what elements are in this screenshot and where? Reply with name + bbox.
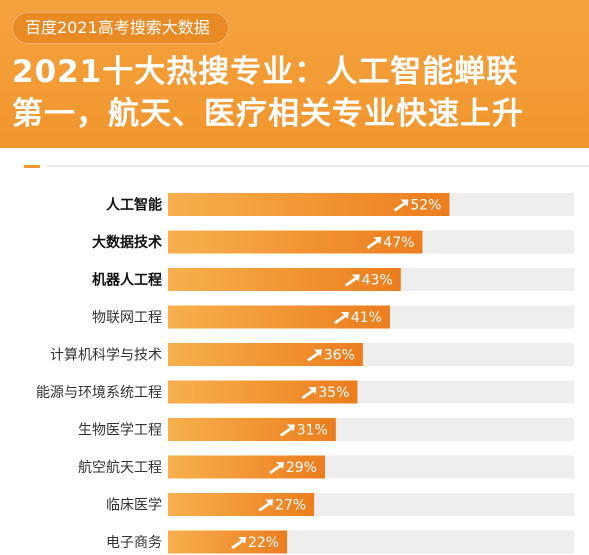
bar (168, 268, 401, 291)
separator-line (46, 165, 589, 167)
value-label: 43% (362, 273, 393, 289)
category-label: 航空航天工程 (78, 460, 162, 476)
category-label: 电子商务 (106, 535, 162, 551)
headline-line-1: 2021十大热搜专业：人工智能蝉联 (12, 54, 519, 90)
trend-up-icon (231, 537, 247, 549)
category-label: 机器人工程 (92, 272, 162, 289)
value-label: 35% (318, 385, 349, 401)
category-label: 计算机科学与技术 (50, 348, 162, 364)
value-label: 22% (248, 535, 279, 551)
bar (168, 305, 390, 329)
bar (168, 455, 325, 479)
headline-line-2: 第一，航天、医疗相关专业快速上升 (12, 96, 524, 132)
value-label: 31% (297, 423, 328, 439)
category-label: 物联网工程 (92, 310, 162, 326)
bar-chart: 人工智能 52% 大数据技术 47% 机器人工程 43% 物联网工程 41% 计算机科学与技术 3… (36, 193, 574, 554)
trend-up-icon (393, 199, 409, 212)
bar (168, 530, 288, 554)
value-label: 29% (286, 460, 317, 476)
value-label: 27% (275, 498, 306, 514)
bar (168, 343, 363, 366)
category-label: 临床医学 (106, 498, 162, 514)
accent-dash (24, 165, 40, 168)
trend-up-icon (258, 499, 274, 512)
bar (168, 418, 336, 441)
category-label: 能源与环境系统工程 (36, 385, 162, 401)
trend-up-icon (301, 387, 317, 399)
bar (168, 230, 423, 254)
trend-up-icon (333, 312, 349, 324)
category-label: 大数据技术 (92, 234, 162, 251)
trend-up-icon (279, 424, 295, 437)
value-label: 47% (383, 235, 414, 251)
value-label: 52% (410, 198, 441, 214)
bar (168, 493, 315, 516)
category-label: 人工智能 (106, 197, 162, 214)
value-label: 41% (351, 310, 382, 326)
bar (168, 380, 358, 404)
trend-up-icon (366, 237, 382, 249)
source-tag: 百度2021高考搜索大数据 (12, 12, 229, 44)
trend-up-icon (344, 274, 360, 287)
trend-up-icon (268, 462, 284, 474)
trend-up-icon (306, 349, 322, 362)
value-label: 36% (324, 348, 355, 364)
header-banner: 百度2021高考搜索大数据 2021十大热搜专业：人工智能蝉联 第一，航天、医疗… (0, 0, 589, 148)
category-label: 生物医学工程 (78, 423, 162, 439)
bar (168, 193, 450, 216)
